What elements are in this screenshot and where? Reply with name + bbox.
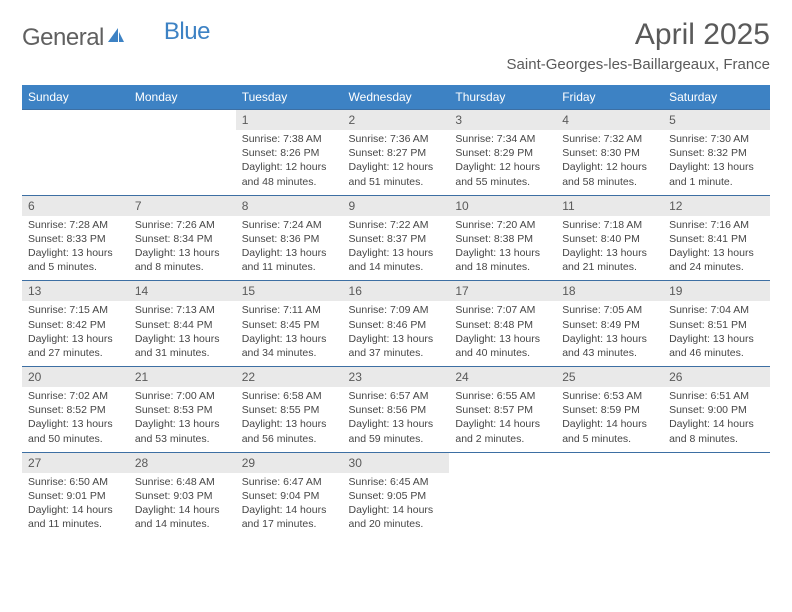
- day-number-cell: [22, 110, 129, 131]
- day-number-cell: 18: [556, 281, 663, 302]
- day-number-cell: 26: [663, 367, 770, 388]
- day-number-cell: 5: [663, 110, 770, 131]
- day-number-cell: 3: [449, 110, 556, 131]
- day-number-cell: 1: [236, 110, 343, 131]
- header: GeneralBlue April 2025 Saint-Georges-les…: [22, 18, 770, 73]
- day-content-cell: Sunrise: 7:02 AMSunset: 8:52 PMDaylight:…: [22, 387, 129, 452]
- day-content-cell: Sunrise: 7:32 AMSunset: 8:30 PMDaylight:…: [556, 130, 663, 195]
- day-number-cell: [663, 452, 770, 473]
- day-content-cell: Sunrise: 6:53 AMSunset: 8:59 PMDaylight:…: [556, 387, 663, 452]
- day-content-cell: Sunrise: 7:20 AMSunset: 8:38 PMDaylight:…: [449, 216, 556, 281]
- brand-name-2: Blue: [164, 18, 210, 46]
- day-number-cell: [449, 452, 556, 473]
- day-number-cell: [129, 110, 236, 131]
- day-content-cell: Sunrise: 7:26 AMSunset: 8:34 PMDaylight:…: [129, 216, 236, 281]
- day-content-cell: [449, 473, 556, 538]
- weekday-header: Wednesday: [343, 85, 450, 110]
- day-number-cell: 30: [343, 452, 450, 473]
- location-label: Saint-Georges-les-Baillargeaux, France: [507, 56, 770, 73]
- day-number-cell: 17: [449, 281, 556, 302]
- day-number-cell: 28: [129, 452, 236, 473]
- day-number-cell: 22: [236, 367, 343, 388]
- day-content-cell: Sunrise: 6:47 AMSunset: 9:04 PMDaylight:…: [236, 473, 343, 538]
- day-content-cell: Sunrise: 6:55 AMSunset: 8:57 PMDaylight:…: [449, 387, 556, 452]
- day-content-cell: Sunrise: 7:34 AMSunset: 8:29 PMDaylight:…: [449, 130, 556, 195]
- day-number-cell: 23: [343, 367, 450, 388]
- day-content-cell: Sunrise: 7:24 AMSunset: 8:36 PMDaylight:…: [236, 216, 343, 281]
- day-content-cell: Sunrise: 6:57 AMSunset: 8:56 PMDaylight:…: [343, 387, 450, 452]
- day-number-row: 6789101112: [22, 195, 770, 216]
- day-content-cell: Sunrise: 7:30 AMSunset: 8:32 PMDaylight:…: [663, 130, 770, 195]
- day-content-cell: Sunrise: 6:45 AMSunset: 9:05 PMDaylight:…: [343, 473, 450, 538]
- day-content-cell: [22, 130, 129, 195]
- day-number-cell: 4: [556, 110, 663, 131]
- weekday-header: Monday: [129, 85, 236, 110]
- day-number-cell: 2: [343, 110, 450, 131]
- calendar-page: GeneralBlue April 2025 Saint-Georges-les…: [0, 0, 792, 547]
- day-number-cell: 20: [22, 367, 129, 388]
- weekday-header: Friday: [556, 85, 663, 110]
- day-content-cell: Sunrise: 7:04 AMSunset: 8:51 PMDaylight:…: [663, 301, 770, 366]
- day-content-cell: Sunrise: 7:11 AMSunset: 8:45 PMDaylight:…: [236, 301, 343, 366]
- day-content-cell: Sunrise: 6:58 AMSunset: 8:55 PMDaylight:…: [236, 387, 343, 452]
- day-content-cell: Sunrise: 7:18 AMSunset: 8:40 PMDaylight:…: [556, 216, 663, 281]
- weekday-header-row: Sunday Monday Tuesday Wednesday Thursday…: [22, 85, 770, 110]
- weekday-header: Saturday: [663, 85, 770, 110]
- day-content-cell: Sunrise: 7:28 AMSunset: 8:33 PMDaylight:…: [22, 216, 129, 281]
- day-number-row: 12345: [22, 110, 770, 131]
- day-number-cell: 19: [663, 281, 770, 302]
- weekday-header: Tuesday: [236, 85, 343, 110]
- day-content-cell: Sunrise: 7:16 AMSunset: 8:41 PMDaylight:…: [663, 216, 770, 281]
- day-number-cell: 9: [343, 195, 450, 216]
- day-number-row: 20212223242526: [22, 367, 770, 388]
- day-content-cell: Sunrise: 7:13 AMSunset: 8:44 PMDaylight:…: [129, 301, 236, 366]
- day-number-cell: 24: [449, 367, 556, 388]
- day-content-cell: Sunrise: 7:22 AMSunset: 8:37 PMDaylight:…: [343, 216, 450, 281]
- day-content-row: Sunrise: 7:15 AMSunset: 8:42 PMDaylight:…: [22, 301, 770, 366]
- day-content-cell: Sunrise: 6:48 AMSunset: 9:03 PMDaylight:…: [129, 473, 236, 538]
- day-number-cell: 21: [129, 367, 236, 388]
- day-number-cell: 25: [556, 367, 663, 388]
- day-number-cell: [556, 452, 663, 473]
- day-number-cell: 7: [129, 195, 236, 216]
- day-number-cell: 10: [449, 195, 556, 216]
- calendar-table: Sunday Monday Tuesday Wednesday Thursday…: [22, 85, 770, 537]
- day-number-cell: 13: [22, 281, 129, 302]
- day-number-cell: 8: [236, 195, 343, 216]
- day-number-cell: 27: [22, 452, 129, 473]
- day-content-cell: [663, 473, 770, 538]
- day-number-cell: 16: [343, 281, 450, 302]
- day-number-row: 13141516171819: [22, 281, 770, 302]
- day-content-row: Sunrise: 7:02 AMSunset: 8:52 PMDaylight:…: [22, 387, 770, 452]
- month-title: April 2025: [507, 18, 770, 52]
- day-content-cell: Sunrise: 7:09 AMSunset: 8:46 PMDaylight:…: [343, 301, 450, 366]
- day-content-cell: Sunrise: 7:07 AMSunset: 8:48 PMDaylight:…: [449, 301, 556, 366]
- day-content-cell: Sunrise: 6:51 AMSunset: 9:00 PMDaylight:…: [663, 387, 770, 452]
- day-content-cell: Sunrise: 7:38 AMSunset: 8:26 PMDaylight:…: [236, 130, 343, 195]
- sail-icon: [106, 26, 126, 51]
- day-number-cell: 29: [236, 452, 343, 473]
- day-content-cell: Sunrise: 6:50 AMSunset: 9:01 PMDaylight:…: [22, 473, 129, 538]
- title-block: April 2025 Saint-Georges-les-Baillargeau…: [507, 18, 770, 73]
- day-number-cell: 11: [556, 195, 663, 216]
- day-content-cell: [129, 130, 236, 195]
- day-number-cell: 12: [663, 195, 770, 216]
- day-number-cell: 14: [129, 281, 236, 302]
- brand-logo: GeneralBlue: [22, 18, 176, 52]
- day-content-row: Sunrise: 7:38 AMSunset: 8:26 PMDaylight:…: [22, 130, 770, 195]
- day-number-cell: 15: [236, 281, 343, 302]
- day-content-row: Sunrise: 6:50 AMSunset: 9:01 PMDaylight:…: [22, 473, 770, 538]
- day-content-cell: Sunrise: 7:00 AMSunset: 8:53 PMDaylight:…: [129, 387, 236, 452]
- weekday-header: Thursday: [449, 85, 556, 110]
- day-content-cell: Sunrise: 7:05 AMSunset: 8:49 PMDaylight:…: [556, 301, 663, 366]
- day-number-cell: 6: [22, 195, 129, 216]
- day-content-row: Sunrise: 7:28 AMSunset: 8:33 PMDaylight:…: [22, 216, 770, 281]
- brand-name-1: General: [22, 24, 104, 52]
- day-content-cell: [556, 473, 663, 538]
- day-content-cell: Sunrise: 7:36 AMSunset: 8:27 PMDaylight:…: [343, 130, 450, 195]
- day-number-row: 27282930: [22, 452, 770, 473]
- weekday-header: Sunday: [22, 85, 129, 110]
- day-content-cell: Sunrise: 7:15 AMSunset: 8:42 PMDaylight:…: [22, 301, 129, 366]
